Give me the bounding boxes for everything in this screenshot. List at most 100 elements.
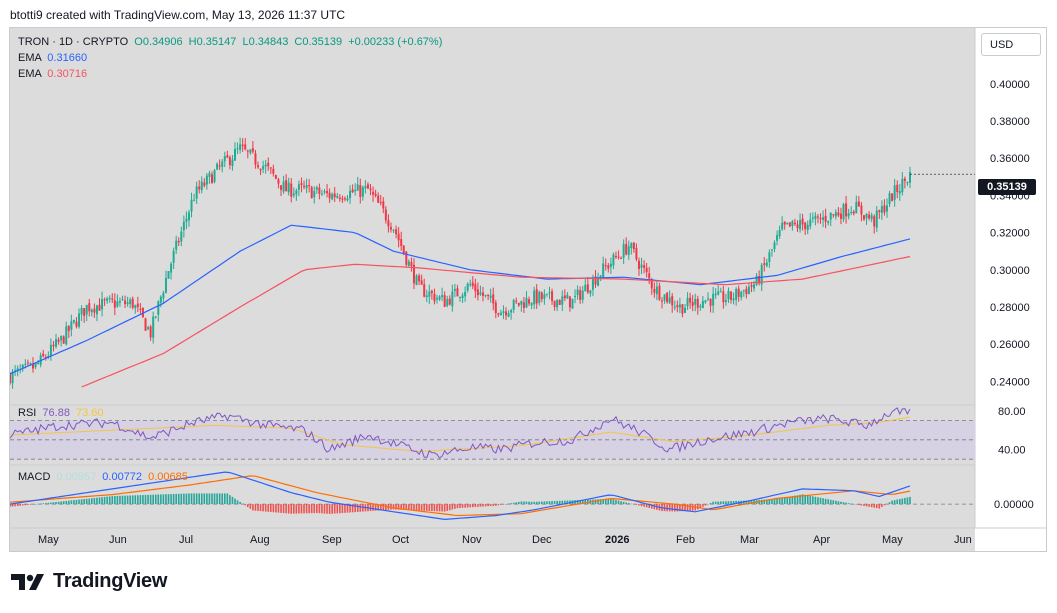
macd-histogram-bar [671, 504, 674, 512]
candle-body [850, 211, 853, 213]
brand-logo[interactable]: TradingView [11, 570, 167, 593]
candle-body [331, 193, 334, 200]
ema-fast-label[interactable]: EMA [18, 52, 42, 64]
macd-histogram-bar [464, 504, 466, 508]
candle-body [482, 292, 485, 296]
candle-body [548, 292, 551, 294]
macd-histogram-bar [269, 504, 272, 513]
candle-body [254, 153, 257, 165]
candle-body [466, 283, 469, 291]
macd-histogram-bar [725, 501, 727, 505]
candle-body [540, 292, 543, 300]
candle-body [10, 374, 11, 384]
candle-body [366, 184, 369, 189]
candle-body [93, 308, 96, 313]
macd-histogram-bar [487, 504, 489, 507]
macd-histogram-bar [180, 493, 183, 505]
macd-label[interactable]: MACD [18, 471, 51, 483]
candle-body [576, 289, 579, 296]
macd-histogram-bar [622, 501, 625, 505]
macd-histogram-bar [341, 504, 344, 514]
candle-body [65, 326, 68, 345]
candle-body [551, 291, 554, 301]
time-tick-label: Nov [462, 534, 482, 546]
macd-histogram-bar [83, 499, 85, 505]
time-tick-label: Jul [179, 534, 193, 546]
ema-slow-label[interactable]: EMA [18, 68, 42, 80]
macd-histogram-bar [666, 504, 668, 512]
candle-body [678, 304, 681, 308]
candle-body [684, 307, 686, 313]
currency-selector[interactable]: USD [981, 33, 1041, 56]
candle-body [32, 364, 35, 369]
candle-body [236, 148, 239, 150]
candle-body [67, 326, 70, 332]
rsi-tick-label: 40.00 [998, 445, 1026, 457]
macd-histogram-bar [211, 493, 213, 505]
macd-histogram-bar [305, 504, 308, 514]
macd-histogram-bar [648, 504, 651, 508]
ema-fast-line [10, 224, 911, 375]
candle-body [75, 321, 78, 327]
candle-body [139, 308, 142, 310]
chart-frame[interactable]: 0.24000 0.26000 0.28000 0.30000 0.32000 0.340… [9, 27, 1047, 552]
macd-histogram-bar [160, 494, 162, 505]
macd-histogram-bar [773, 498, 776, 505]
candle-body [239, 144, 242, 150]
candle-body [144, 318, 147, 331]
macd-histogram-bar [44, 503, 47, 505]
macd-histogram-bar [681, 504, 684, 512]
candle-body [845, 203, 848, 217]
macd-histogram-bar [47, 502, 50, 505]
candle-body [34, 363, 37, 368]
candle-body [285, 180, 288, 192]
candle-body [338, 197, 341, 200]
candle-body [535, 289, 538, 304]
candle-body [893, 185, 896, 200]
macd-histogram-bar [27, 504, 29, 505]
macd-histogram-bar [316, 504, 318, 514]
macd-histogram-bar [356, 504, 359, 512]
macd-histogram-bar [349, 504, 351, 513]
macd-histogram-bar [466, 504, 469, 508]
macd-histogram-bar [778, 498, 781, 505]
candle-body [735, 288, 738, 300]
candle-body [131, 298, 134, 308]
candle-body [246, 150, 249, 152]
macd-histogram-bar [188, 493, 190, 505]
candle-body [203, 182, 206, 186]
macd-histogram-bar [287, 504, 290, 514]
macd-histogram-bar [108, 496, 111, 505]
symbol-label[interactable]: TRON · 1D · CRYPTO [18, 36, 129, 48]
macd-histogram-bar [735, 500, 737, 505]
rsi-label[interactable]: RSI [18, 407, 37, 419]
macd-histogram-bar [564, 500, 566, 505]
candle-body [387, 220, 390, 227]
candle-body [42, 353, 45, 357]
candle-body [617, 256, 620, 258]
candle-body [400, 239, 403, 246]
candle-body [689, 297, 692, 303]
candle-body [489, 295, 492, 298]
macd-histogram-bar [275, 504, 277, 513]
macd-histogram-bar [85, 498, 88, 505]
macd-histogram-bar [719, 501, 722, 505]
macd-histogram-bar [382, 504, 385, 511]
candle-body [763, 263, 766, 265]
macd-histogram-bar [548, 501, 551, 505]
macd-histogram-bar [167, 494, 170, 505]
candle-body [37, 363, 40, 365]
candle-body [888, 193, 891, 204]
macd-histogram-bar [505, 504, 507, 505]
candle-body [834, 212, 837, 217]
candle-body [185, 218, 188, 222]
macd-histogram-bar [875, 504, 878, 509]
chart-canvas[interactable]: 0.240000.260000.280000.300000.320000.340… [10, 28, 1047, 552]
macd-histogram-bar [96, 497, 98, 505]
candle-body [589, 290, 592, 294]
macd-histogram-bar [709, 502, 712, 505]
candle-body [579, 290, 582, 300]
macd-histogram-bar [134, 495, 137, 505]
candle-body [456, 288, 459, 297]
candle-body [650, 278, 653, 289]
